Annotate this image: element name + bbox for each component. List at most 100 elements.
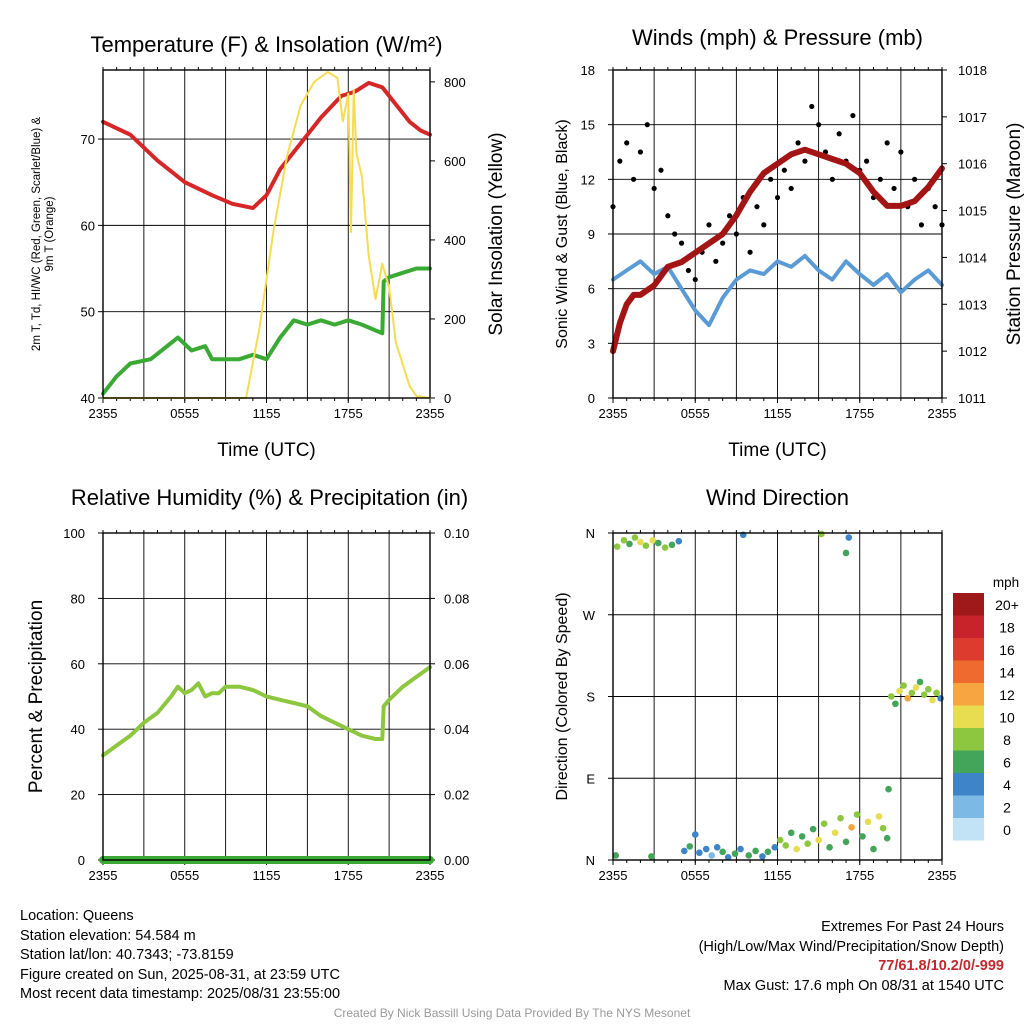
direction-point	[815, 836, 822, 844]
direction-point	[879, 824, 887, 832]
gust-point	[685, 267, 691, 274]
legend-label: 0	[1003, 822, 1011, 838]
direction-point	[612, 852, 620, 859]
legend-swatch	[953, 750, 984, 773]
direction-point	[912, 684, 920, 691]
y-tick-label: 9	[588, 227, 595, 242]
y-tick-label: W	[583, 608, 596, 623]
legend-swatch	[953, 683, 984, 706]
direction-point	[820, 820, 828, 827]
y-right-tick-label: 800	[444, 75, 466, 90]
direction-point	[870, 845, 877, 853]
direction-point	[661, 544, 669, 551]
extremes-subheading: (High/Low/Max Wind/Precipitation/Snow De…	[698, 938, 1004, 955]
y-axis-label: 2m T, Td, HI/WC (Red, Green, Scarlet/Blu…	[31, 117, 43, 351]
series-td	[101, 266, 432, 396]
station-info: Location: Queens Station elevation: 54.5…	[20, 907, 340, 1005]
direction-point	[809, 825, 817, 833]
plot-border	[612, 69, 943, 399]
elevation-text: Station elevation: 54.584 m	[20, 927, 196, 944]
gust-point	[761, 222, 767, 228]
legend-label: 14	[999, 665, 1015, 681]
direction-point	[702, 845, 710, 853]
gust-point	[754, 204, 760, 210]
panel-3: 2355 0555 1155 1755 2355 0 20 40 60 80 100 0.00 0.02…	[26, 485, 469, 883]
direction-point	[649, 536, 657, 544]
direction-point	[804, 840, 811, 847]
speed-legend: mph 20+ 18 16 14 12 10 8 6 4 2 0	[953, 575, 1019, 841]
x-tick-label: 1755	[334, 868, 363, 883]
y-right-tick-label: 0.04	[444, 722, 469, 737]
y-right-tick-label: 1014	[958, 250, 987, 265]
direction-point	[764, 848, 772, 856]
recent-data-text: Most recent data timestamp: 2025/08/31 2…	[20, 986, 341, 1002]
direction-point	[759, 853, 766, 860]
gust-point	[884, 140, 890, 146]
chart-title: Relative Humidity (%) & Precipitation (i…	[71, 485, 468, 510]
x-axis-label: Time (UTC)	[217, 440, 316, 461]
direction-point	[826, 843, 833, 851]
y-right-tick-label: 1015	[958, 204, 987, 219]
legend-swatch	[953, 818, 984, 841]
x-tick-label: 1755	[845, 406, 874, 421]
direction-point	[696, 849, 703, 857]
plot-border	[102, 69, 431, 399]
direction-point	[845, 534, 853, 541]
x-tick-label: 0555	[170, 868, 199, 883]
gust-point	[809, 103, 815, 110]
direction-point	[937, 695, 944, 702]
gust-point	[726, 213, 733, 219]
direction-point	[631, 534, 639, 541]
x-tick-label: 0555	[681, 406, 710, 421]
gust-point	[644, 122, 650, 128]
direction-point	[626, 540, 633, 548]
direction-point	[831, 829, 839, 837]
chart-title: Wind Direction	[706, 485, 849, 510]
direction-point	[724, 853, 732, 861]
direction-point	[793, 845, 800, 853]
gust-point	[877, 176, 883, 182]
y-tick-label: 18	[581, 63, 595, 78]
direction-point	[776, 836, 784, 844]
y-right-tick-label: 1018	[958, 63, 987, 78]
y-right-tick-label: 1012	[958, 344, 987, 359]
x-tick-label: 1155	[253, 406, 281, 421]
direction-point	[620, 536, 628, 544]
series-2m-t	[101, 80, 432, 211]
panel-2: 2355 0555 1155 1755 2355 0 3 6 9 12 15 18 1011 1012 10…	[554, 25, 1024, 461]
legend-swatch	[953, 773, 984, 796]
y-tick-label: 80	[71, 591, 85, 606]
y-right-tick-label: 200	[444, 312, 466, 327]
direction-point	[929, 696, 936, 704]
direction-point	[916, 678, 924, 686]
legend-label: 16	[999, 642, 1015, 658]
legend-label: 20+	[995, 597, 1019, 613]
direction-point	[920, 691, 928, 698]
legend-label: 4	[1003, 777, 1011, 793]
y-right-tick-label: 600	[444, 154, 466, 169]
x-tick-label: 2355	[599, 406, 628, 421]
y-tick-label: 15	[581, 118, 595, 133]
y-tick-label: 40	[81, 391, 95, 406]
gust-point	[706, 222, 712, 228]
credit-text: Created By Nick Bassill Using Data Provi…	[333, 1006, 691, 1020]
y-tick-label: 60	[71, 657, 85, 672]
gust-point	[850, 112, 856, 119]
x-tick-label: 1155	[764, 406, 792, 421]
x-tick-label: 0555	[170, 406, 199, 421]
direction-point	[900, 682, 907, 689]
x-tick-label: 2355	[416, 406, 445, 421]
y-right-tick-label: 0.06	[444, 657, 469, 672]
y-tick-label: S	[586, 690, 595, 705]
location-text: Location: Queens	[20, 908, 134, 924]
y-tick-label: N	[586, 853, 595, 868]
y-tick-label: 50	[81, 305, 95, 320]
legend-swatch	[953, 660, 984, 683]
x-tick-label: 2355	[599, 868, 628, 883]
direction-point	[686, 843, 694, 850]
legend-label: 18	[999, 620, 1015, 636]
meteogram-figure: 2355 0555 1155 1755 235540506070020040060080…	[26, 25, 1024, 883]
legend-label: 2	[1003, 800, 1011, 816]
direction-point	[708, 852, 715, 859]
gust-point	[774, 194, 781, 201]
